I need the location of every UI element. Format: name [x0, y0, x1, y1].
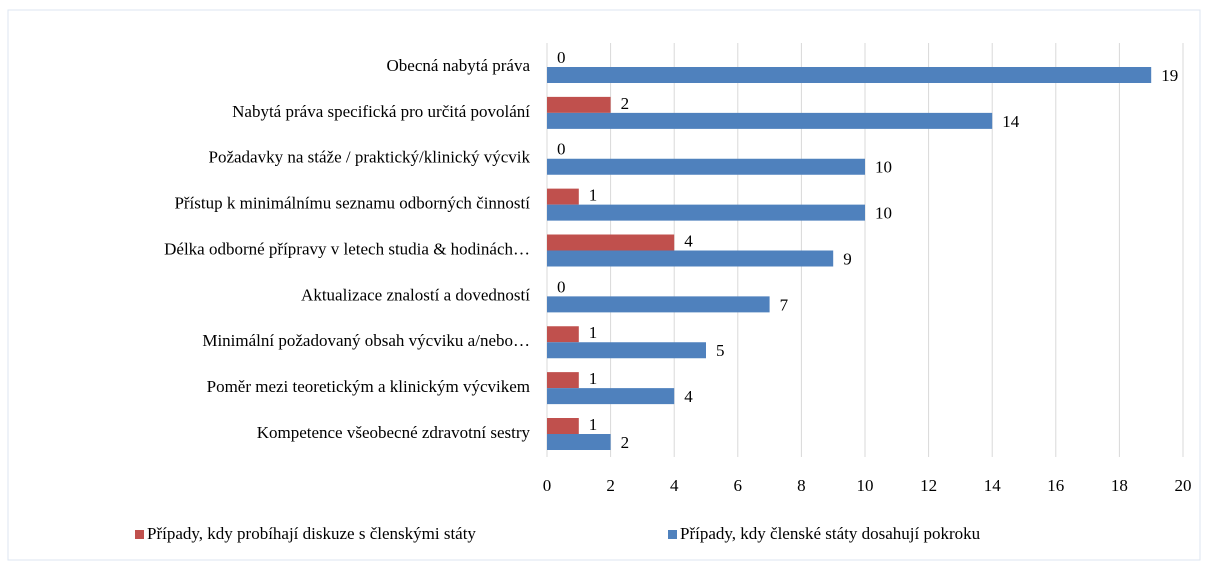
data-label: 7	[780, 295, 789, 314]
data-label: 0	[557, 48, 566, 67]
data-label: 1	[589, 186, 598, 205]
y-tick-label: Požadavky na stáže / praktický/klinický …	[209, 148, 531, 167]
bar	[547, 434, 611, 450]
chart-frame	[7, 9, 1201, 561]
data-label: 4	[684, 387, 693, 406]
bar	[547, 372, 579, 389]
legend-label: Případy, kdy členské státy dosahují pokr…	[680, 524, 981, 543]
bar	[547, 188, 579, 205]
y-tick-label: Aktualizace znalostí a dovedností	[301, 285, 530, 304]
data-label: 2	[621, 94, 630, 113]
y-tick-label: Přístup k minimálnímu seznamu odborných …	[174, 194, 530, 213]
bar	[547, 112, 993, 129]
data-label: 1	[589, 369, 598, 388]
data-label: 10	[875, 204, 892, 223]
data-label: 19	[1161, 66, 1178, 85]
data-label: 4	[684, 231, 693, 250]
x-tick-label: 10	[857, 476, 874, 495]
x-tick-label: 16	[1047, 476, 1064, 495]
y-tick-label: Délka odborné přípravy v letech studia &…	[164, 239, 530, 258]
x-tick-label: 6	[734, 476, 743, 495]
y-tick-label: Obecná nabytá práva	[387, 56, 531, 75]
bar	[547, 418, 579, 434]
bar	[547, 326, 579, 343]
x-tick-label: 2	[606, 476, 615, 495]
y-tick-label: Kompetence všeobecné zdravotní sestry	[257, 423, 531, 442]
x-tick-label: 8	[797, 476, 806, 495]
data-label: 1	[589, 323, 598, 342]
x-tick-label: 18	[1111, 476, 1128, 495]
x-tick-label: 4	[670, 476, 679, 495]
bar	[547, 204, 865, 221]
data-label: 10	[875, 158, 892, 177]
data-label: 1	[589, 415, 598, 434]
data-label: 0	[557, 277, 566, 296]
bar	[547, 388, 675, 405]
data-label: 5	[716, 341, 725, 360]
data-label: 9	[843, 249, 852, 268]
x-tick-label: 14	[984, 476, 1002, 495]
legend-swatch	[135, 530, 144, 539]
y-tick-label: Poměr mezi teoretickým a klinickým výcvi…	[207, 377, 530, 396]
y-tick-label: Minimální požadovaný obsah výcviku a/neb…	[202, 331, 530, 350]
bar	[547, 96, 611, 113]
x-tick-label: 20	[1175, 476, 1192, 495]
data-label: 2	[621, 433, 630, 452]
y-tick-label: Nabytá práva specifická pro určitá povol…	[232, 102, 530, 121]
data-label: 14	[1002, 112, 1020, 131]
x-tick-label: 0	[543, 476, 552, 495]
x-tick-label: 12	[920, 476, 937, 495]
bar	[547, 250, 834, 267]
bar	[547, 67, 1152, 83]
legend-swatch	[668, 530, 677, 539]
data-label: 0	[557, 140, 566, 159]
bar	[547, 296, 770, 313]
bar	[547, 342, 706, 359]
bar	[547, 158, 865, 175]
legend-label: Případy, kdy probíhají diskuze s členský…	[147, 524, 476, 543]
bar	[547, 234, 675, 251]
